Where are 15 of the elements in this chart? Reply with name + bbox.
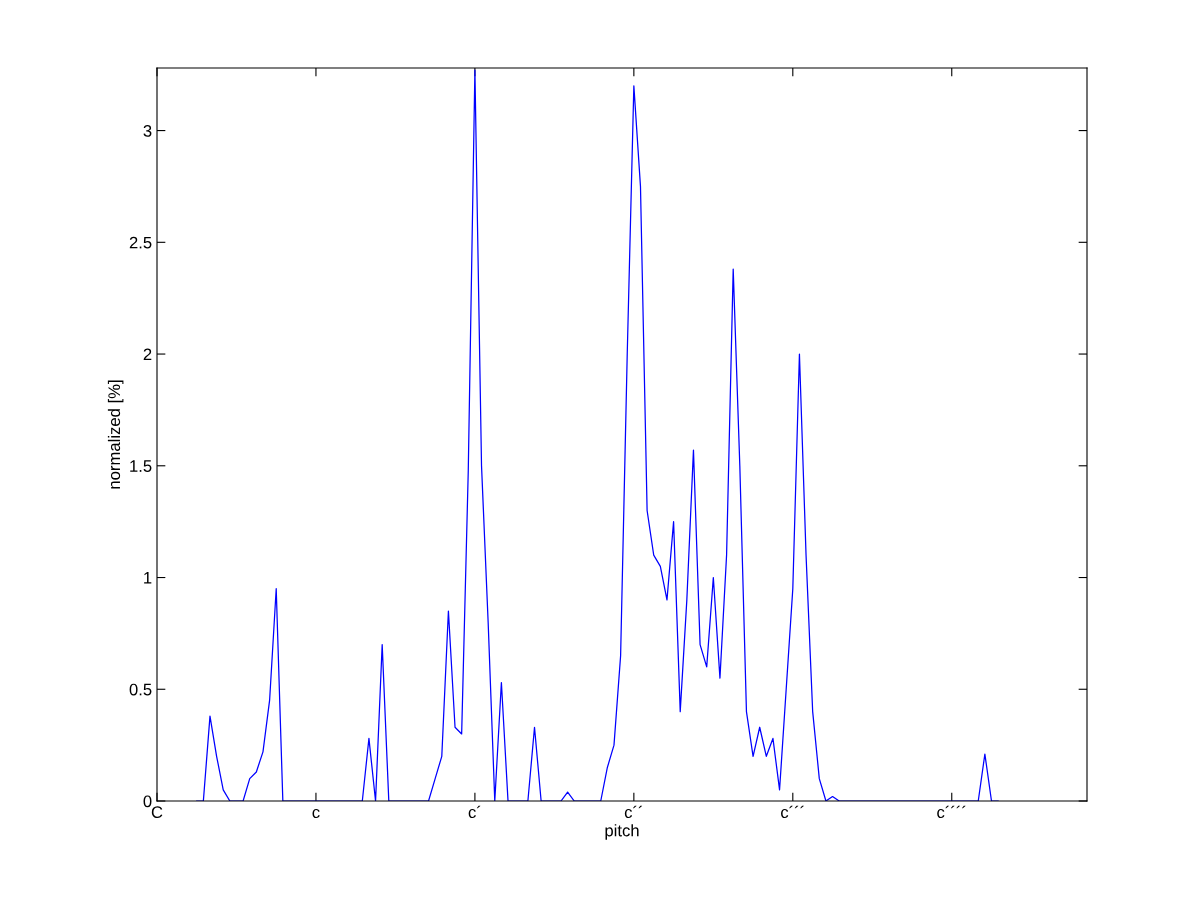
y-tick-label: 2.5 <box>129 236 152 249</box>
y-tick-label: 3 <box>143 124 152 137</box>
y-tick-label: 0 <box>143 795 152 808</box>
y-tick-label: 2 <box>143 348 152 361</box>
x-tick-label: c´ <box>468 805 481 819</box>
x-tick-label: c´´´´ <box>937 805 966 819</box>
x-tick-label: c <box>312 808 320 819</box>
x-axis-title: pitch <box>605 824 639 840</box>
x-tick-label: C <box>151 806 163 819</box>
y-tick-label: 1 <box>144 572 152 584</box>
y-axis-title: normalized [%] <box>107 380 124 489</box>
x-tick-label: c´´´ <box>781 805 804 819</box>
y-tick-label: 0.5 <box>129 683 152 696</box>
x-tick-label: c´´ <box>624 805 643 819</box>
y-tick-label: 1.5 <box>130 460 152 472</box>
